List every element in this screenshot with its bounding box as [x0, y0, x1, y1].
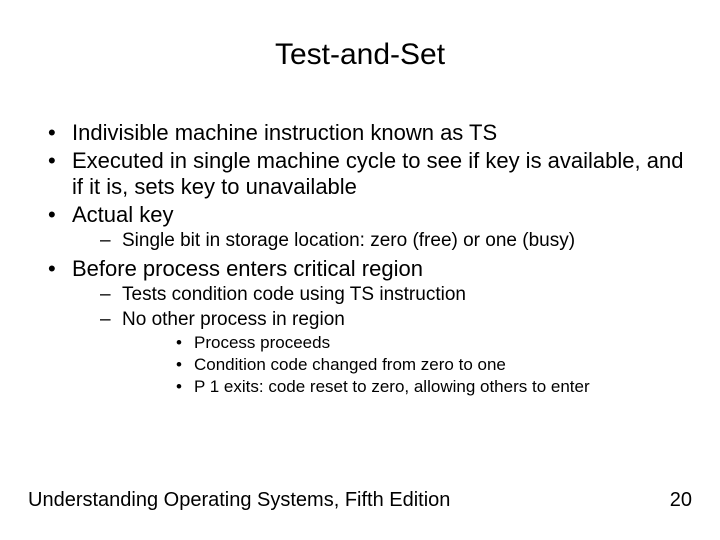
bullet-item: P 1 exits: code reset to zero, allowing … [122, 377, 690, 397]
bullet-text: Actual key [72, 202, 174, 227]
bullet-item: Indivisible machine instruction known as… [44, 120, 690, 146]
bullet-item: Executed in single machine cycle to see … [44, 148, 690, 200]
bullet-item: Actual key Single bit in storage locatio… [44, 202, 690, 252]
bullet-item: Before process enters critical region Te… [44, 256, 690, 397]
slide-title: Test-and-Set [0, 38, 720, 72]
slide: Test-and-Set Indivisible machine instruc… [0, 0, 720, 540]
bullet-list-lvl2: Single bit in storage location: zero (fr… [72, 230, 690, 252]
bullet-item: Process proceeds [122, 333, 690, 353]
bullet-text: No other process in region [122, 309, 345, 330]
bullet-text: Before process enters critical region [72, 256, 423, 281]
bullet-item: Tests condition code using TS instructio… [72, 284, 690, 306]
bullet-item: Single bit in storage location: zero (fr… [72, 230, 690, 252]
bullet-list-lvl2: Tests condition code using TS instructio… [72, 284, 690, 397]
footer-source: Understanding Operating Systems, Fifth E… [28, 489, 450, 512]
bullet-item: Condition code changed from zero to one [122, 355, 690, 375]
bullet-item: No other process in region Process proce… [72, 309, 690, 398]
page-number: 20 [670, 489, 692, 512]
slide-body: Indivisible machine instruction known as… [44, 120, 690, 401]
bullet-list-lvl3: Process proceeds Condition code changed … [122, 333, 690, 397]
bullet-list-lvl1: Indivisible machine instruction known as… [44, 120, 690, 397]
